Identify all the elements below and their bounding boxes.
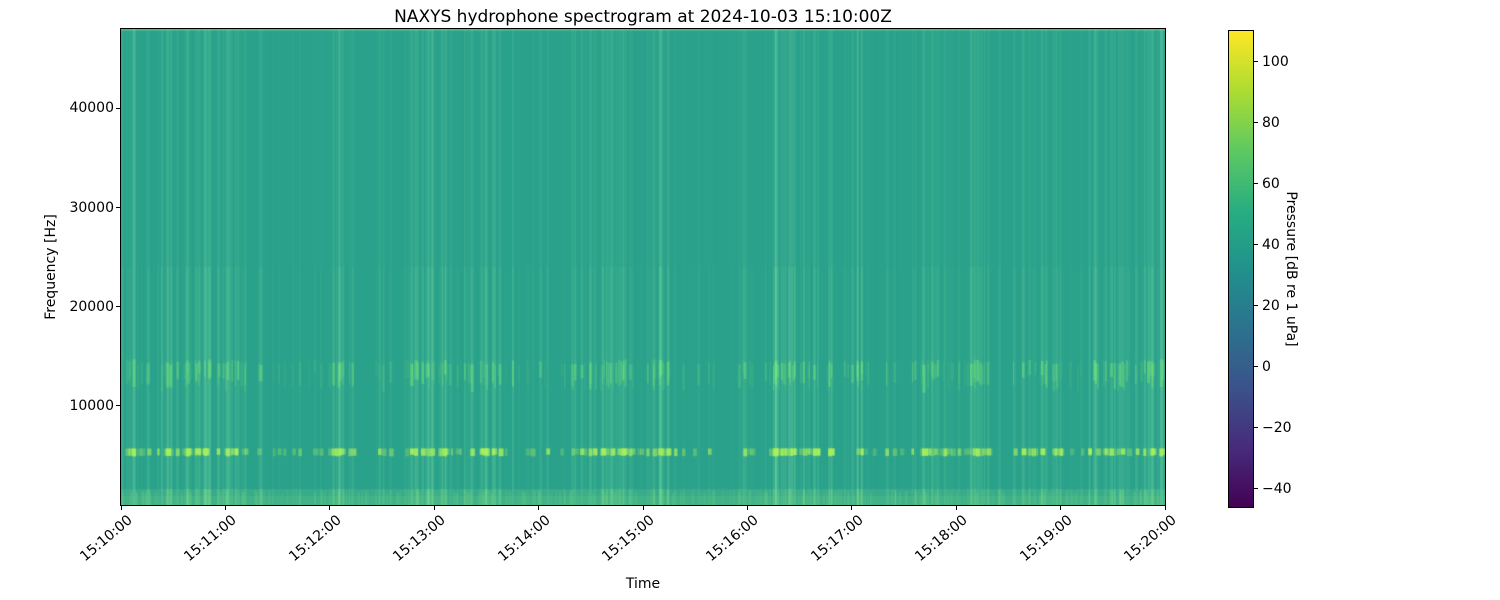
x-tick-mark xyxy=(433,506,435,510)
colorbar-tick-mark xyxy=(1254,183,1258,185)
colorbar-label: Pressure [dB re 1 uPa] xyxy=(1283,191,1299,347)
colorbar-tick-label: 80 xyxy=(1262,114,1280,131)
x-tick-mark xyxy=(746,506,748,510)
x-tick-label: 15:18:00 xyxy=(912,512,971,565)
x-tick-mark xyxy=(1164,506,1166,510)
x-tick-mark xyxy=(955,506,957,510)
colorbar-tick-label: −20 xyxy=(1262,419,1292,436)
x-tick-mark xyxy=(224,506,226,510)
colorbar-tick-mark xyxy=(1254,244,1258,246)
colorbar-tick-mark xyxy=(1254,488,1258,490)
x-tick-label: 15:16:00 xyxy=(703,512,763,565)
y-tick-label: 20000 xyxy=(69,298,114,315)
colorbar-tick-label: −40 xyxy=(1262,480,1292,497)
y-tick-label: 40000 xyxy=(69,100,114,117)
y-tick-mark xyxy=(116,207,120,208)
x-tick-mark xyxy=(851,506,853,510)
y-tick-mark xyxy=(116,107,120,109)
colorbar-gradient xyxy=(1228,30,1254,508)
colorbar-tick-mark xyxy=(1254,366,1258,368)
colorbar-tick-mark xyxy=(1254,427,1258,429)
colorbar-tick-label: 60 xyxy=(1262,175,1280,192)
x-tick-mark xyxy=(642,506,644,510)
x-tick-label: 15:19:00 xyxy=(1016,512,1076,565)
x-tick-mark xyxy=(329,506,331,510)
x-tick-label: 15:12:00 xyxy=(285,512,345,565)
x-tick-label: 15:14:00 xyxy=(494,512,554,565)
x-tick-label: 15:11:00 xyxy=(181,512,241,565)
y-tick-mark xyxy=(116,405,120,407)
x-tick-label: 15:15:00 xyxy=(599,512,658,565)
colorbar-tick-label: 40 xyxy=(1262,236,1280,253)
colorbar-tick-mark xyxy=(1254,122,1258,123)
x-tick-label: 15:13:00 xyxy=(390,512,449,565)
y-tick-label: 30000 xyxy=(69,199,114,216)
colorbar-tick-label: 20 xyxy=(1262,297,1280,314)
x-tick-label: 15:17:00 xyxy=(807,512,867,565)
x-axis-label: Time xyxy=(625,576,661,592)
y-axis-label: Frequency [Hz] xyxy=(43,214,59,320)
y-tick-label: 10000 xyxy=(69,397,114,414)
x-tick-label: 15:10:00 xyxy=(77,512,136,565)
spectrogram-heatmap xyxy=(121,29,1165,505)
x-tick-mark xyxy=(538,506,540,510)
colorbar-tick-label: 100 xyxy=(1262,53,1289,70)
colorbar-tick-mark xyxy=(1254,305,1258,307)
x-tick-mark xyxy=(1060,506,1062,510)
colorbar-tick-label: 0 xyxy=(1262,358,1271,375)
chart-title: NAXYS hydrophone spectrogram at 2024-10-… xyxy=(394,7,892,27)
y-tick-mark xyxy=(116,306,120,308)
x-tick-label: 15:20:00 xyxy=(1121,512,1180,565)
colorbar-tick-mark xyxy=(1254,61,1258,62)
x-tick-mark xyxy=(120,506,122,510)
